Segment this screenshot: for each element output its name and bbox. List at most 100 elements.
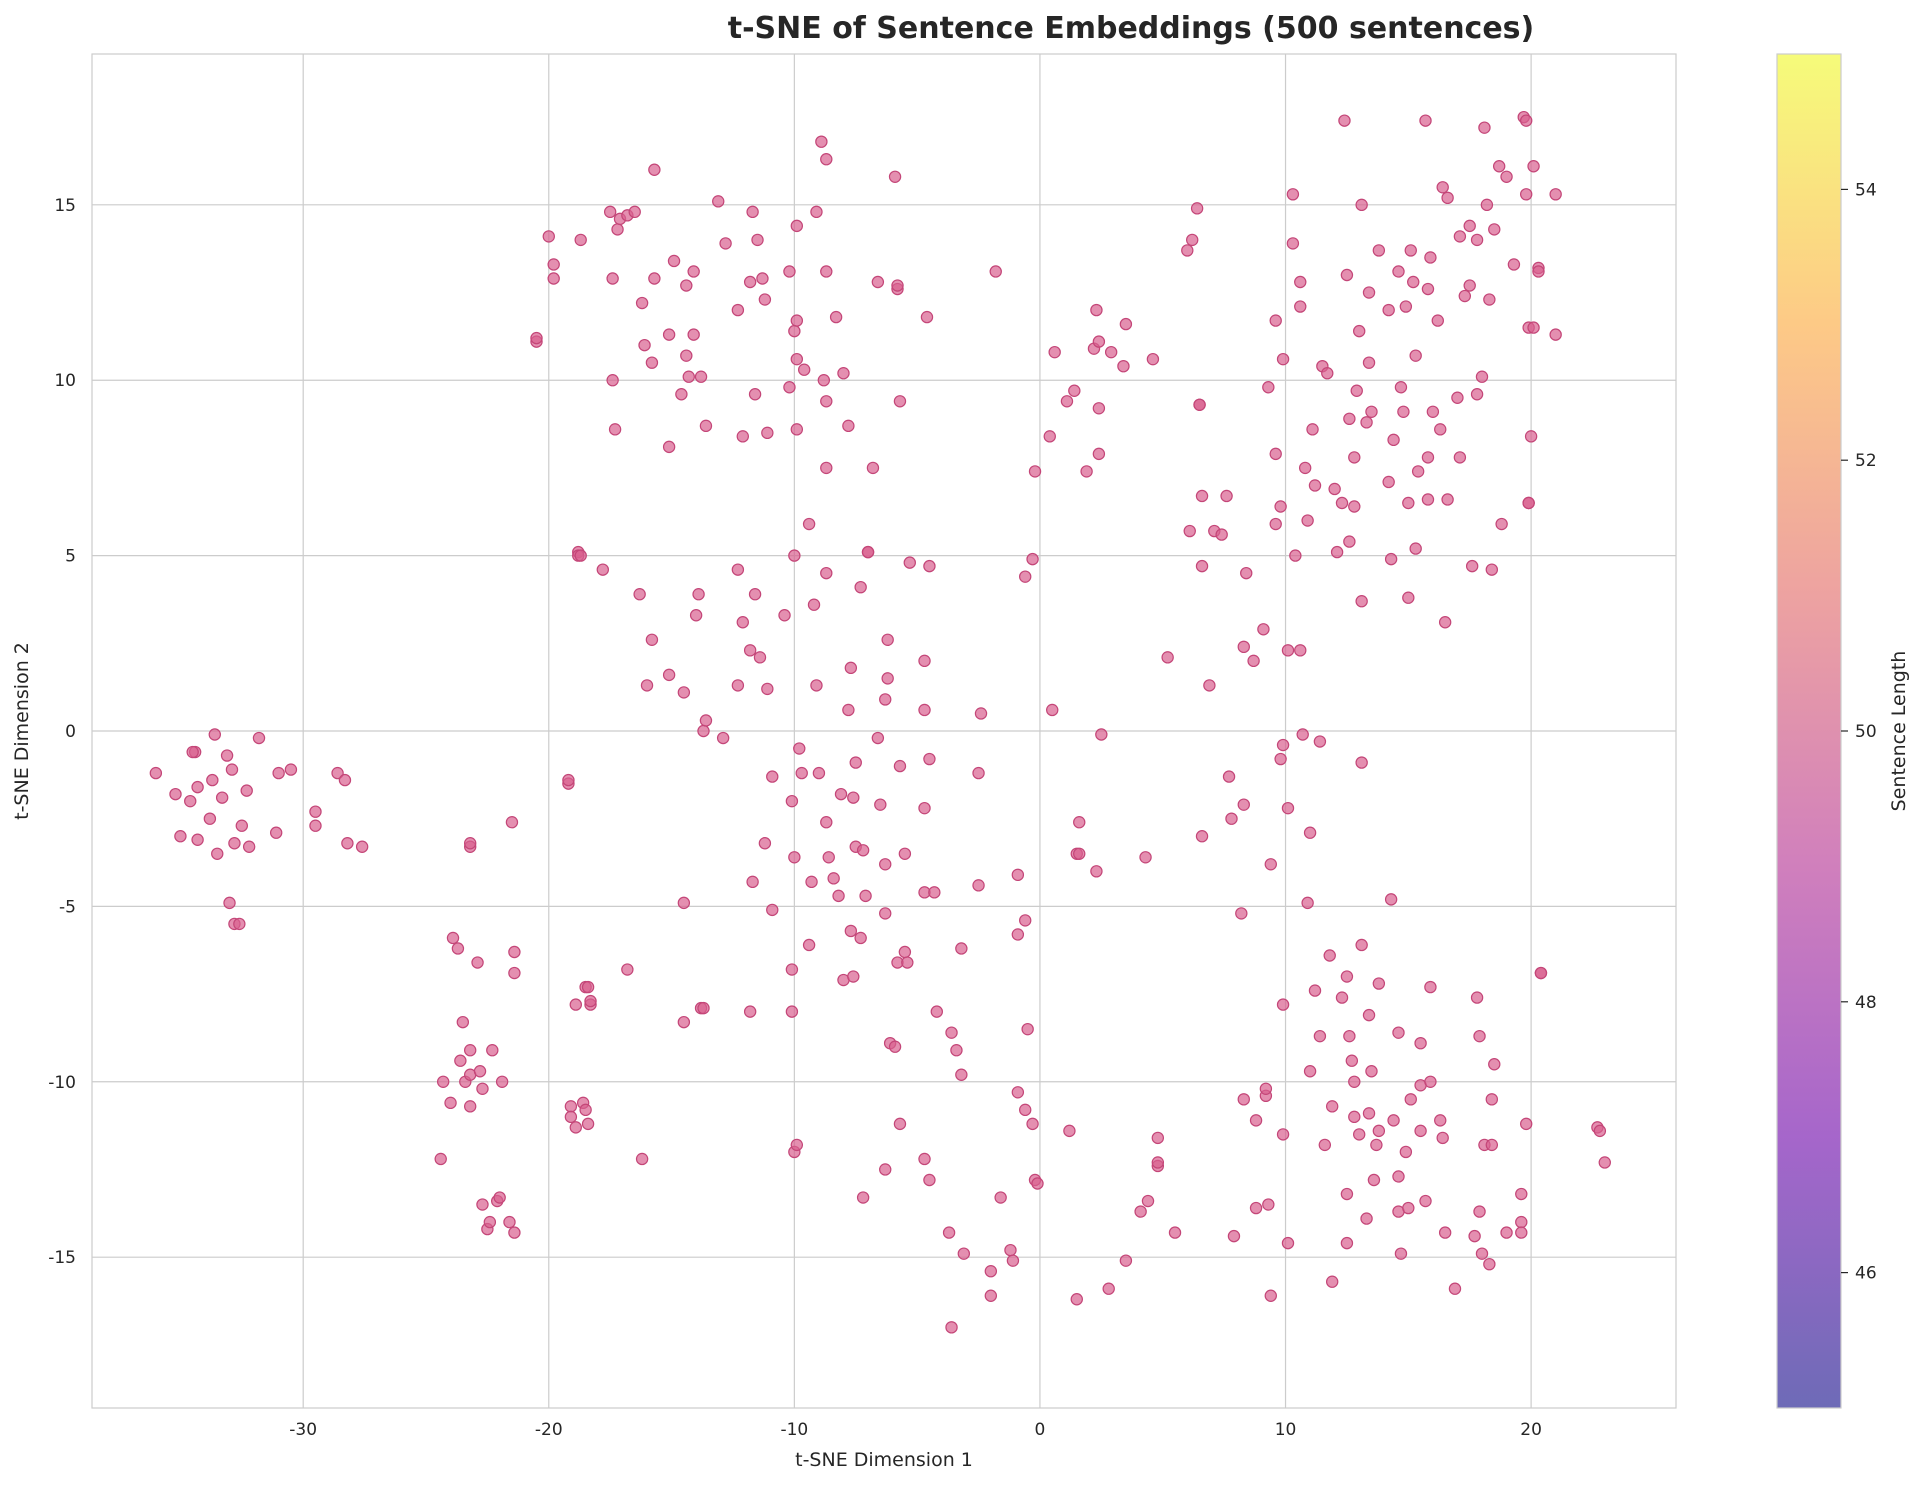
data-point xyxy=(272,766,285,780)
data-point xyxy=(677,1015,691,1029)
data-point xyxy=(1073,816,1086,829)
data-point xyxy=(945,1026,958,1039)
data-point xyxy=(879,907,892,920)
data-point xyxy=(1269,314,1282,327)
data-point xyxy=(1240,566,1253,580)
data-point xyxy=(1335,991,1349,1004)
data-point xyxy=(844,661,858,675)
data-point xyxy=(1475,1247,1489,1260)
data-point xyxy=(645,356,659,369)
data-point xyxy=(1463,219,1476,233)
colorbar-tick-label: 48 xyxy=(1855,993,1877,1013)
data-point xyxy=(662,440,676,454)
data-point xyxy=(856,1191,870,1204)
data-point xyxy=(753,651,767,664)
data-point xyxy=(1043,430,1056,443)
y-tick-label: 5 xyxy=(65,547,76,567)
data-point xyxy=(220,749,234,762)
data-point xyxy=(444,1096,457,1110)
data-point xyxy=(1414,1124,1427,1138)
data-point xyxy=(758,293,772,306)
data-point xyxy=(1060,395,1074,408)
data-point xyxy=(1011,1086,1025,1099)
data-point xyxy=(547,258,560,271)
data-point xyxy=(1063,1124,1076,1138)
data-point xyxy=(677,686,691,699)
data-point xyxy=(1372,1124,1386,1138)
data-point xyxy=(1424,980,1437,994)
data-point xyxy=(1463,279,1476,292)
colorbar-gradient xyxy=(1777,54,1841,1408)
data-point xyxy=(1186,233,1199,247)
data-point xyxy=(1409,349,1422,362)
data-point xyxy=(761,426,774,440)
data-point xyxy=(984,1289,998,1302)
data-point xyxy=(476,1082,489,1095)
data-point xyxy=(1080,465,1093,478)
data-point xyxy=(471,956,484,969)
y-axis-ticks: -15 -10 -5 0 5 10 15 xyxy=(48,196,76,1268)
data-point xyxy=(1102,1282,1115,1295)
data-point xyxy=(955,942,968,955)
data-point xyxy=(731,679,745,692)
data-point xyxy=(645,633,659,646)
data-point xyxy=(355,840,369,853)
data-point xyxy=(1048,345,1061,359)
data-point xyxy=(667,254,681,268)
data-point xyxy=(1281,801,1295,815)
data-point xyxy=(456,1015,470,1029)
data-point xyxy=(1362,1008,1376,1022)
data-point xyxy=(483,1215,497,1229)
data-point xyxy=(628,205,641,219)
data-point xyxy=(697,1001,710,1015)
data-point xyxy=(252,731,266,745)
data-point xyxy=(1308,479,1322,492)
data-point xyxy=(240,784,253,797)
data-point xyxy=(680,279,693,292)
data-point xyxy=(1068,384,1081,397)
data-point xyxy=(972,766,985,780)
data-point xyxy=(758,837,772,850)
data-point xyxy=(1019,1103,1032,1117)
data-point xyxy=(508,966,521,980)
data-point xyxy=(1274,500,1287,513)
data-point xyxy=(508,1226,521,1239)
data-point xyxy=(957,1247,971,1260)
data-point xyxy=(1421,451,1435,464)
data-point xyxy=(1227,1229,1241,1243)
data-point xyxy=(1468,1229,1481,1243)
data-point xyxy=(1500,1226,1513,1239)
x-tick-label: 20 xyxy=(1520,1420,1542,1440)
data-point xyxy=(228,837,241,850)
data-point xyxy=(603,205,617,219)
data-point xyxy=(898,945,912,959)
data-point xyxy=(1031,1177,1044,1190)
data-point xyxy=(223,896,236,910)
data-point xyxy=(1397,405,1410,418)
data-point xyxy=(584,994,597,1008)
data-point xyxy=(1549,188,1562,201)
data-point xyxy=(805,875,818,889)
colorbar-tick-label: 46 xyxy=(1855,1264,1877,1284)
data-points xyxy=(149,110,1611,1334)
data-point xyxy=(191,780,204,794)
data-point xyxy=(648,163,661,176)
data-point xyxy=(788,549,801,562)
data-point xyxy=(1262,381,1275,394)
data-point xyxy=(1470,991,1484,1004)
data-point xyxy=(608,423,622,436)
data-point xyxy=(1119,1254,1133,1267)
data-point xyxy=(1348,500,1361,513)
data-point xyxy=(242,840,256,853)
data-point xyxy=(1372,977,1386,990)
data-point xyxy=(790,314,804,327)
data-point xyxy=(530,331,543,345)
data-point xyxy=(1352,1128,1366,1141)
data-point xyxy=(795,766,808,780)
data-point xyxy=(1549,328,1562,341)
data-point xyxy=(1384,552,1398,566)
colorbar-tick-label: 50 xyxy=(1855,722,1877,742)
data-point xyxy=(309,819,322,832)
data-point xyxy=(788,851,801,864)
